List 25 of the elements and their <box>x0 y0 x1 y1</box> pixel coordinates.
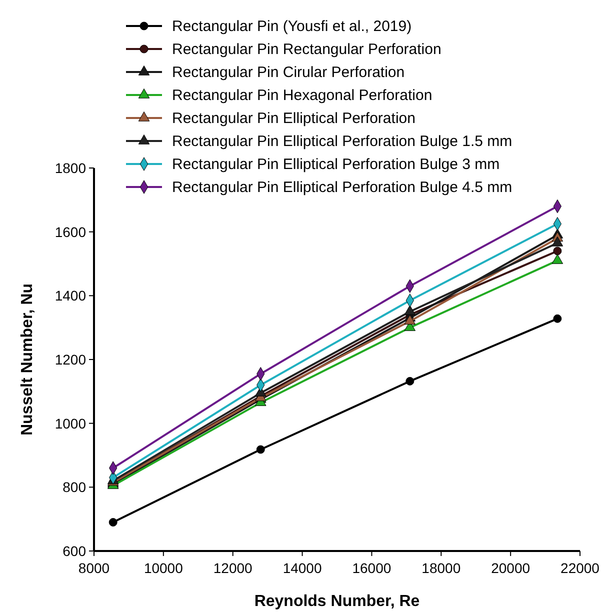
x-tick-label: 10000 <box>144 560 184 576</box>
legend-label: Rectangular Pin (Yousfi et al., 2019) <box>172 18 412 35</box>
x-tick-label: 14000 <box>282 560 322 576</box>
y-axis-title: Nusselt Number, Nu <box>19 283 36 436</box>
x-tick-label: 12000 <box>213 560 253 576</box>
y-tick-label: 1600 <box>54 224 86 240</box>
legend-label: Rectangular Pin Elliptical Perforation <box>172 110 416 127</box>
x-tick-label: 20000 <box>491 560 530 576</box>
legend-label: Rectangular Pin Cirular Perforation <box>172 64 405 81</box>
legend-label: Rectangular Pin Elliptical Perforation Bulge 3 mm <box>172 156 500 173</box>
legend-label: Rectangular Pin Hexagonal Perforation <box>172 87 432 104</box>
legend-label: Rectangular Pin Elliptical Perforation Bulge 1.5 mm <box>172 133 512 150</box>
y-tick-label: 1000 <box>54 415 86 432</box>
y-tick-label: 1800 <box>54 160 86 176</box>
y-tick-label: 1400 <box>54 288 86 304</box>
y-tick-label: 800 <box>62 479 86 496</box>
x-tick-label: 18000 <box>422 560 461 576</box>
legend-label: Rectangular Pin Elliptical Perforation Bulge 4.5 mm <box>172 179 512 196</box>
x-tick-label: 16000 <box>352 560 392 576</box>
y-tick-label: 1200 <box>54 352 86 368</box>
x-tick-label: 22000 <box>560 560 600 576</box>
y-tick-label: 600 <box>62 543 86 559</box>
legend-label: Rectangular Pin Rectangular Perforation <box>172 41 442 58</box>
x-tick-label: 8000 <box>78 560 110 576</box>
x-axis-title: Reynolds Number, Re <box>254 593 420 610</box>
